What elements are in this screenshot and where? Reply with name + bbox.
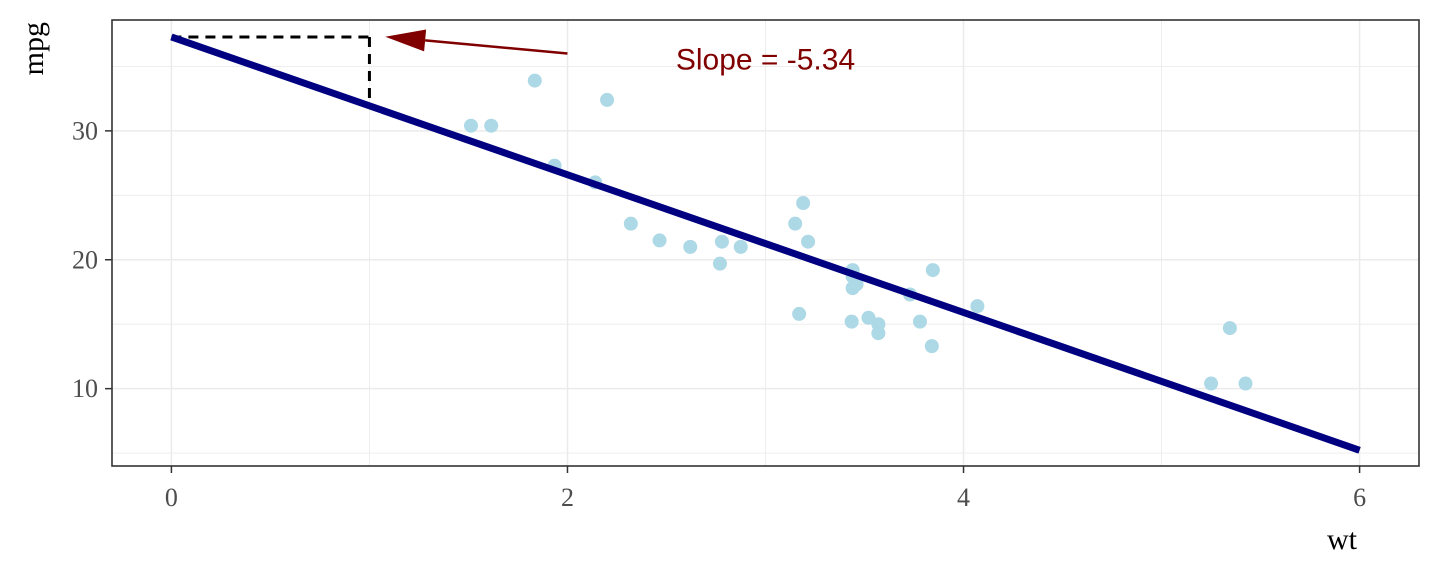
axes: 0 2 4 6 10 20 30 (72, 116, 1366, 512)
data-point (970, 299, 985, 314)
y-axis-title: mpg (17, 22, 50, 75)
data-point (484, 118, 499, 133)
data-point (796, 196, 811, 211)
y-tick-label: 20 (72, 245, 98, 274)
data-point (844, 314, 859, 329)
data-point (788, 216, 803, 231)
annotation-arrow-head (385, 29, 427, 52)
slope-annotation-group: Slope = -5.34 (385, 29, 855, 76)
grid-lines (112, 20, 1419, 466)
x-axis-title: wt (1327, 523, 1358, 556)
data-point (683, 239, 698, 254)
x-tick-label: 2 (561, 483, 574, 512)
data-point (623, 216, 638, 231)
annotation-arrow-shaft (424, 39, 568, 55)
regression-line-group (170, 33, 1361, 454)
data-point (801, 234, 816, 249)
x-tick-label: 4 (957, 483, 970, 512)
data-point (845, 281, 860, 296)
data-point (871, 317, 886, 332)
data-point (792, 306, 807, 321)
y-tick-label: 30 (72, 116, 98, 145)
data-point (464, 118, 479, 133)
panel-border (111, 19, 1420, 467)
scatter-points (464, 73, 1253, 391)
y-tick-label: 10 (72, 374, 98, 403)
slope-guide (171, 35, 371, 106)
data-point (1222, 321, 1237, 336)
x-tick-label: 0 (165, 483, 178, 512)
regression-line (170, 33, 1361, 454)
data-point (527, 73, 542, 88)
data-point (600, 92, 615, 107)
data-point (1204, 376, 1219, 391)
slope-annotation: Slope = -5.34 (676, 43, 855, 76)
data-point (712, 256, 727, 271)
data-point (861, 310, 876, 325)
data-point (652, 233, 667, 248)
data-point (925, 263, 940, 278)
data-point (714, 234, 729, 249)
x-tick-label: 6 (1353, 483, 1366, 512)
data-point (912, 314, 927, 329)
data-point (1238, 376, 1253, 391)
data-point (733, 239, 748, 254)
data-point (924, 339, 939, 354)
